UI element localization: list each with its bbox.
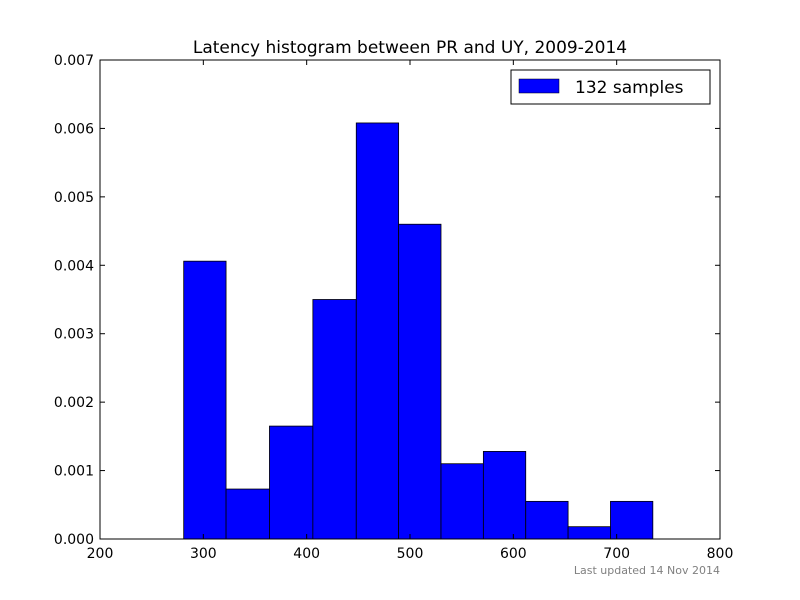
y-tick-label: 0.004 [54,258,94,274]
x-tick-label: 200 [87,546,114,562]
plot-frame [99,59,721,540]
y-tick-label: 0.005 [54,190,94,206]
y-tick-label: 0.001 [54,464,94,480]
legend-label: 132 samples [575,78,684,98]
ticks-layer: 200 300 400 500 600 700 800 0.000 0.001 0.002 0.00… [54,53,733,562]
histogram-bar [567,526,611,540]
x-tick-label: 600 [500,546,527,562]
histogram-bar [398,223,442,540]
x-tick-label: 800 [707,546,734,562]
last-updated-note: Last updated 14 Nov 2014 [574,564,720,577]
x-tick-label: 500 [397,546,424,562]
x-tick-label: 300 [190,546,217,562]
chart-title: Latency histogram between PR and UY, 200… [193,38,627,58]
x-tick-label: 400 [293,546,320,562]
histogram-bar [183,260,227,540]
y-tick-label: 0.002 [54,395,94,411]
histogram-bar [482,451,527,540]
histogram-bar [355,122,400,540]
legend-swatch [518,78,560,94]
bars-layer [183,122,654,540]
y-tick-label: 0.007 [54,53,94,69]
histogram-bar [610,500,654,540]
histogram-bar [525,500,569,540]
y-tick-label: 0.000 [54,532,94,548]
histogram-bar [312,299,357,540]
legend: 132 samples [510,69,711,105]
x-tick-label: 700 [603,546,630,562]
y-tick-label: 0.006 [54,121,94,137]
histogram-bar [269,425,314,540]
y-tick-label: 0.003 [54,327,94,343]
histogram-bar [225,488,270,540]
histogram-bar [440,463,484,540]
